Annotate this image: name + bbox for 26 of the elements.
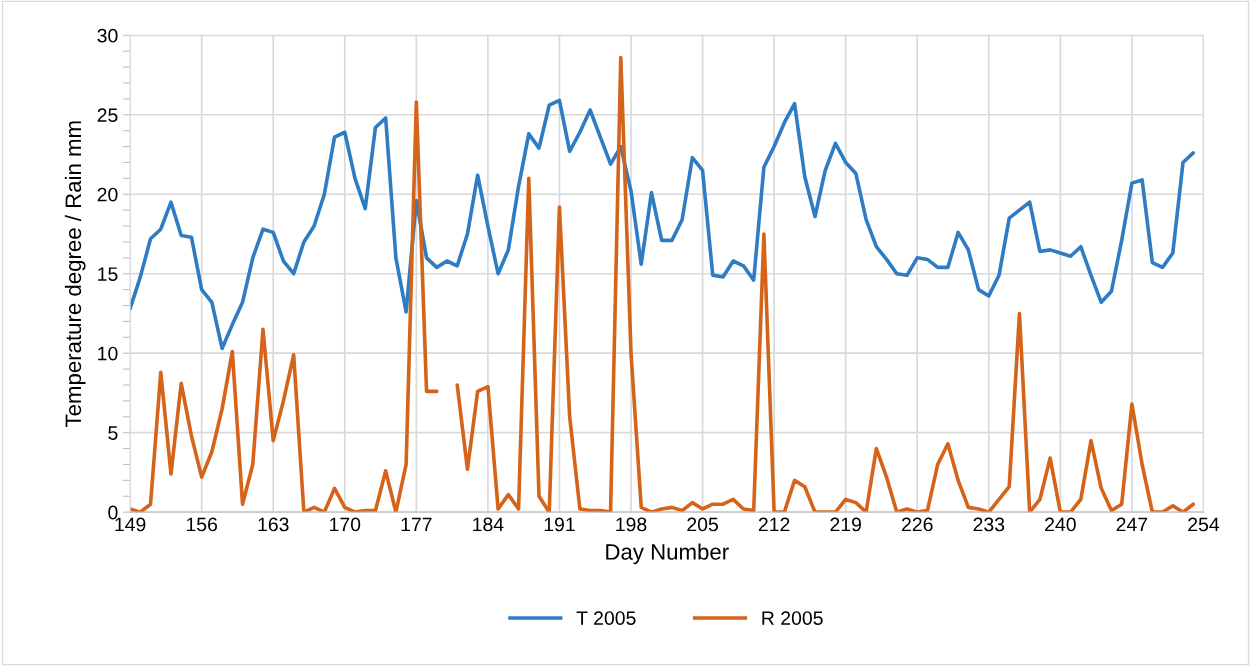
line-series (130, 98, 1196, 351)
x-tick-label: 205 (687, 517, 718, 532)
x-tick-label: 170 (330, 517, 361, 532)
x-tick-label: 233 (973, 517, 1005, 532)
y-axis-title: Temperature degree / Rain mm (64, 121, 86, 427)
y-tick-label: 15 (98, 267, 118, 281)
x-tick-label: 198 (616, 517, 647, 532)
legend-label: R 2005 (762, 611, 823, 625)
x-tick-label: 163 (258, 517, 289, 532)
x-tick-label: 240 (1045, 517, 1076, 532)
x-tick-label: 177 (401, 517, 432, 532)
y-tick-label: 10 (98, 346, 118, 361)
x-tick-label: 184 (473, 517, 504, 532)
y-tick-label: 5 (108, 426, 118, 440)
y-tick-label: 30 (97, 28, 118, 43)
legend-label: T 2005 (576, 611, 636, 625)
x-tick-label: 191 (544, 517, 575, 532)
x-tick-label: 254 (1188, 517, 1220, 532)
x-tick-label: 226 (901, 517, 933, 532)
y-tick-label: 25 (97, 108, 118, 123)
x-tick-label: 219 (830, 517, 861, 532)
x-axis-title: Day Number (606, 543, 729, 565)
x-tick-label: 212 (758, 517, 790, 532)
x-tick-label: 247 (1116, 517, 1148, 532)
y-tick-label: 20 (97, 187, 118, 202)
x-tick-label: 156 (186, 517, 218, 532)
